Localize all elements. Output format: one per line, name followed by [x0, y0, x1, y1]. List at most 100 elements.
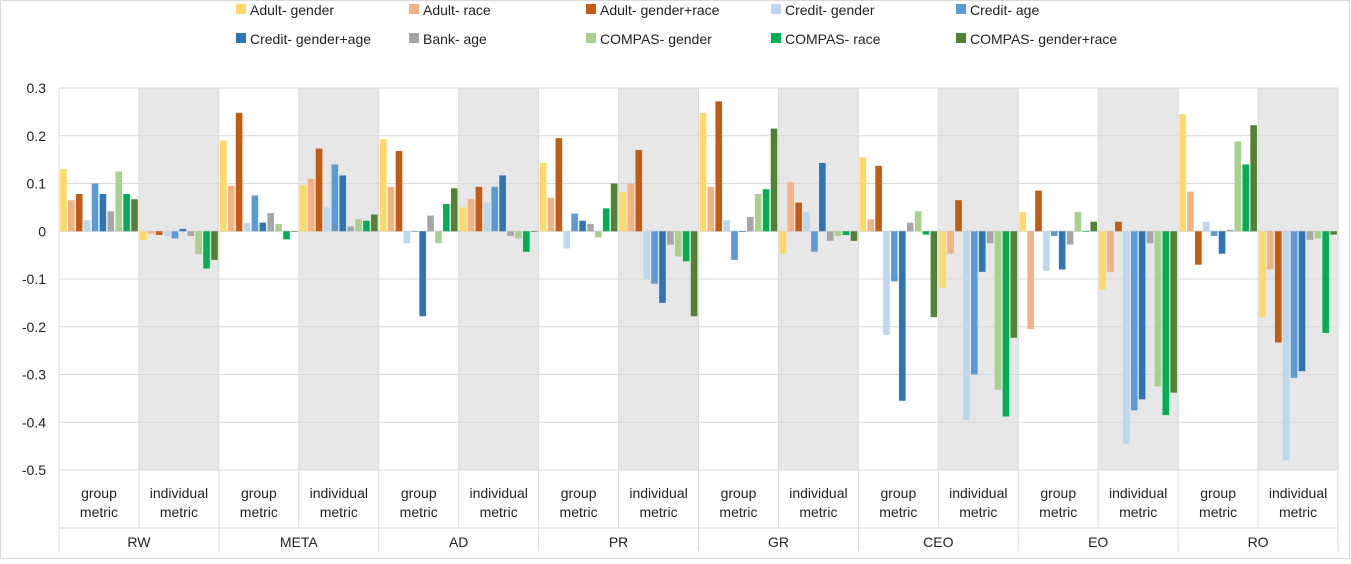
y-tick-label: 0.2: [27, 128, 47, 144]
legend-swatch: [771, 33, 781, 43]
bar: [939, 231, 946, 287]
bar: [931, 231, 938, 317]
bar: [780, 231, 787, 253]
bar: [723, 220, 730, 231]
bar: [1027, 231, 1034, 329]
bar: [763, 189, 770, 231]
category-label: metric: [80, 504, 118, 520]
bar: [1267, 231, 1274, 269]
bar: [715, 101, 722, 231]
bar: [1219, 231, 1226, 253]
bar: [324, 207, 331, 231]
legend-label: COMPAS- gender+race: [970, 31, 1117, 47]
bar: [1187, 192, 1194, 232]
bar: [252, 195, 259, 231]
category-label: metric: [1039, 504, 1077, 520]
category-label: individual: [1109, 485, 1167, 501]
y-tick-label: -0.2: [22, 319, 46, 335]
legend-swatch: [236, 33, 246, 43]
category-label: individual: [310, 485, 368, 501]
bar: [108, 211, 115, 231]
y-tick-label: -0.4: [22, 414, 46, 430]
bar: [907, 223, 914, 232]
bar: [115, 172, 122, 232]
legend-item: Credit- gender+age: [236, 31, 371, 47]
bar: [987, 231, 994, 243]
bar: [1203, 222, 1210, 232]
category-label: metric: [799, 504, 837, 520]
legend-label: COMPAS- gender: [600, 31, 712, 47]
legend-item: COMPAS- gender: [586, 31, 712, 47]
group-label: GR: [768, 534, 789, 550]
bar: [523, 231, 530, 252]
bar: [540, 163, 547, 231]
bar: [371, 215, 378, 232]
bar: [1299, 231, 1306, 371]
category-label: group: [721, 485, 757, 501]
bar: [347, 226, 354, 231]
bar: [1242, 164, 1249, 231]
legend-item: Bank- age: [409, 31, 487, 47]
bar: [316, 149, 323, 232]
bar: [100, 194, 107, 231]
bar: [1139, 231, 1146, 399]
legend-label: Bank- age: [423, 31, 487, 47]
bar: [787, 182, 794, 231]
bar: [891, 231, 898, 281]
bar: [228, 186, 235, 231]
bar: [499, 175, 506, 231]
category-label: metric: [1279, 504, 1317, 520]
bar: [1099, 231, 1106, 289]
bar: [1075, 212, 1082, 231]
bar: [123, 194, 130, 231]
bar: [571, 214, 578, 232]
bar: [1003, 231, 1010, 416]
bar: [60, 169, 67, 231]
bar: [899, 231, 906, 401]
bar: [484, 203, 491, 232]
category-label: metric: [1119, 504, 1157, 520]
bar: [923, 231, 930, 234]
bar: [195, 231, 202, 254]
bar: [435, 231, 442, 243]
bar: [771, 129, 778, 232]
bar: [1179, 114, 1186, 231]
bar: [1195, 231, 1202, 264]
bar: [1083, 231, 1090, 232]
bar: [172, 231, 179, 238]
category-label: individual: [469, 485, 527, 501]
bar: [1307, 231, 1314, 240]
category-label: group: [81, 485, 117, 501]
bar: [1322, 231, 1329, 333]
category-label: group: [561, 485, 597, 501]
bar: [643, 231, 650, 279]
bar: [180, 229, 187, 231]
bar: [300, 185, 307, 231]
bar: [595, 231, 602, 237]
bar: [795, 203, 802, 232]
group-label: META: [280, 534, 319, 550]
bar: [659, 231, 666, 303]
category-label: metric: [160, 504, 198, 520]
bar: [995, 231, 1002, 390]
bar: [1227, 230, 1234, 231]
bar: [755, 194, 762, 231]
legend-item: Adult- race: [409, 2, 491, 18]
bar: [803, 212, 810, 231]
bar: [620, 192, 627, 231]
group-label: AD: [449, 534, 468, 550]
bar: [1235, 141, 1242, 231]
bar: [531, 231, 538, 232]
bar: [859, 157, 866, 231]
bar: [843, 231, 850, 235]
bar: [332, 164, 339, 231]
bar: [244, 223, 251, 232]
bar: [1107, 231, 1114, 272]
group-label: RO: [1248, 534, 1269, 550]
bar: [875, 166, 882, 231]
bar: [819, 163, 826, 231]
legend-swatch: [771, 4, 781, 14]
y-axis: 0.3 0.2 0.1 0 -0.1 -0.2 -0.3 -0.4 -0.5: [22, 80, 46, 478]
bar: [851, 231, 858, 241]
bar: [708, 187, 715, 231]
